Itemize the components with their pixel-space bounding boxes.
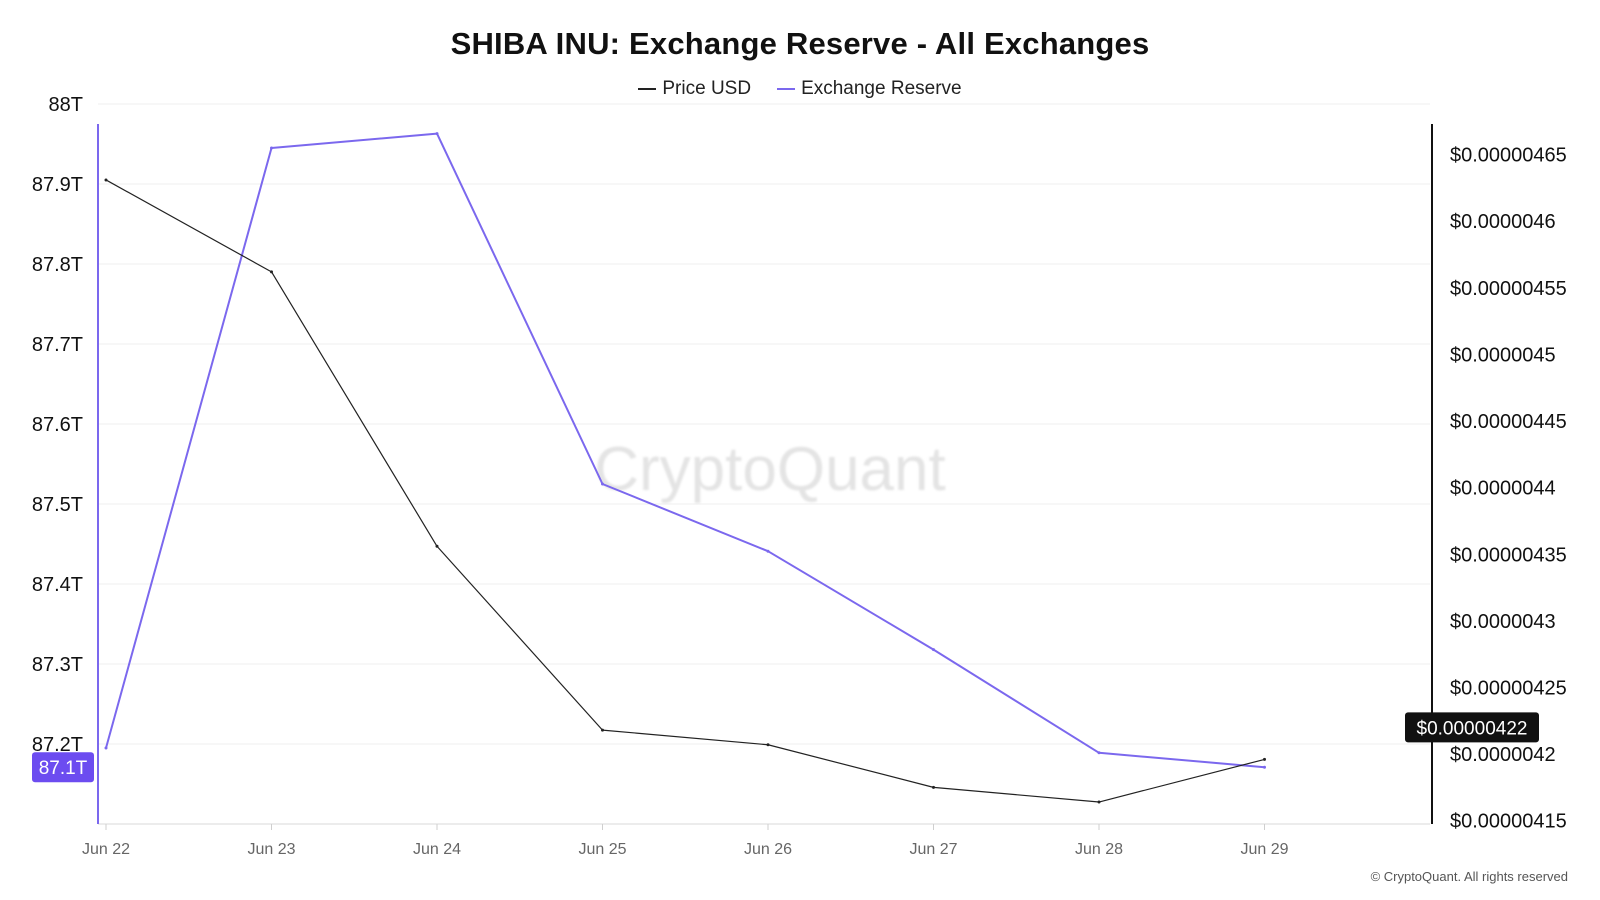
legend-label-exchange-reserve: Exchange Reserve	[801, 78, 962, 99]
right-tick-label: $0.00000415	[1450, 811, 1567, 833]
left-tick-label: 87.6T	[32, 414, 83, 436]
x-tick-label: Jun 22	[82, 841, 130, 858]
series-line-price-usd	[105, 179, 1265, 803]
x-tick-label: Jun 29	[1240, 841, 1288, 858]
series-point-price-usd	[104, 178, 108, 182]
right-current-label: $0.00000422	[1417, 718, 1528, 739]
left-current-badge	[32, 752, 94, 783]
right-tick-label: $0.0000042	[1450, 744, 1556, 766]
series-point-price-usd	[766, 743, 770, 747]
right-tick-label: $0.00000455	[1450, 278, 1567, 300]
legend-label-price: Price USD	[662, 78, 752, 99]
series-point-exchange-reserve	[270, 146, 273, 150]
series-point-exchange-reserve	[766, 549, 770, 553]
x-tick-label: Jun 28	[1075, 841, 1123, 858]
right-tick-label: $0.0000045	[1450, 344, 1556, 366]
left-tick-label: 87.8T	[32, 254, 83, 276]
legend-item-price[interactable]: Price USD	[638, 78, 751, 100]
series-point-exchange-reserve	[1097, 751, 1101, 755]
right-tick-label: $0.00000445	[1450, 411, 1567, 433]
left-tick-label: 88T	[49, 94, 83, 116]
right-tick-label: $0.0000046	[1450, 211, 1556, 233]
left-tick-label: 87.9T	[32, 174, 83, 196]
series-point-price-usd	[1097, 800, 1101, 804]
series-point-price-usd	[435, 544, 439, 548]
series-point-price-usd	[932, 785, 935, 789]
copyright-notice: © CryptoQuant. All rights reserved	[1370, 869, 1568, 884]
left-tick-label: 87.7T	[32, 334, 83, 356]
left-current-label: 87.1T	[39, 758, 88, 779]
left-tick-label: 87.3T	[32, 654, 83, 676]
right-tick-label: $0.00000425	[1450, 677, 1567, 699]
series-point-exchange-reserve	[1263, 765, 1266, 769]
x-tick-label: Jun 25	[578, 841, 626, 858]
left-tick-label: 87.5T	[32, 494, 83, 516]
x-tick-label: Jun 23	[247, 841, 295, 858]
series-point-exchange-reserve	[435, 132, 439, 136]
series-point-price-usd	[1263, 757, 1266, 761]
series-point-exchange-reserve	[104, 746, 108, 750]
chart-title: SHIBA INU: Exchange Reserve - All Exchan…	[450, 26, 1150, 61]
right-current-badge	[1405, 712, 1539, 743]
series-point-exchange-reserve	[601, 482, 604, 486]
x-tick-label: Jun 27	[909, 841, 957, 858]
left-tick-label: 87.2T	[32, 734, 83, 756]
series-point-price-usd	[270, 270, 273, 274]
right-tick-label: $0.0000043	[1450, 611, 1556, 633]
x-tick-label: Jun 24	[413, 841, 461, 858]
right-tick-label: $0.00000435	[1450, 544, 1567, 566]
legend-swatch-price	[638, 88, 657, 90]
right-tick-label: $0.00000465	[1450, 145, 1567, 167]
x-tick-label: Jun 26	[744, 841, 792, 858]
right-tick-label: $0.0000044	[1450, 478, 1556, 500]
chart-legend: Price USD Exchange Reserve	[0, 78, 1600, 100]
series-point-price-usd	[601, 728, 604, 732]
series-point-exchange-reserve	[932, 648, 935, 652]
watermark-text: CryptoQuant	[594, 435, 946, 504]
series-line-exchange-reserve	[105, 132, 1265, 769]
legend-item-exchange-reserve[interactable]: Exchange Reserve	[777, 78, 962, 100]
legend-swatch-exchange-reserve	[777, 88, 796, 90]
left-tick-label: 87.4T	[32, 574, 83, 596]
